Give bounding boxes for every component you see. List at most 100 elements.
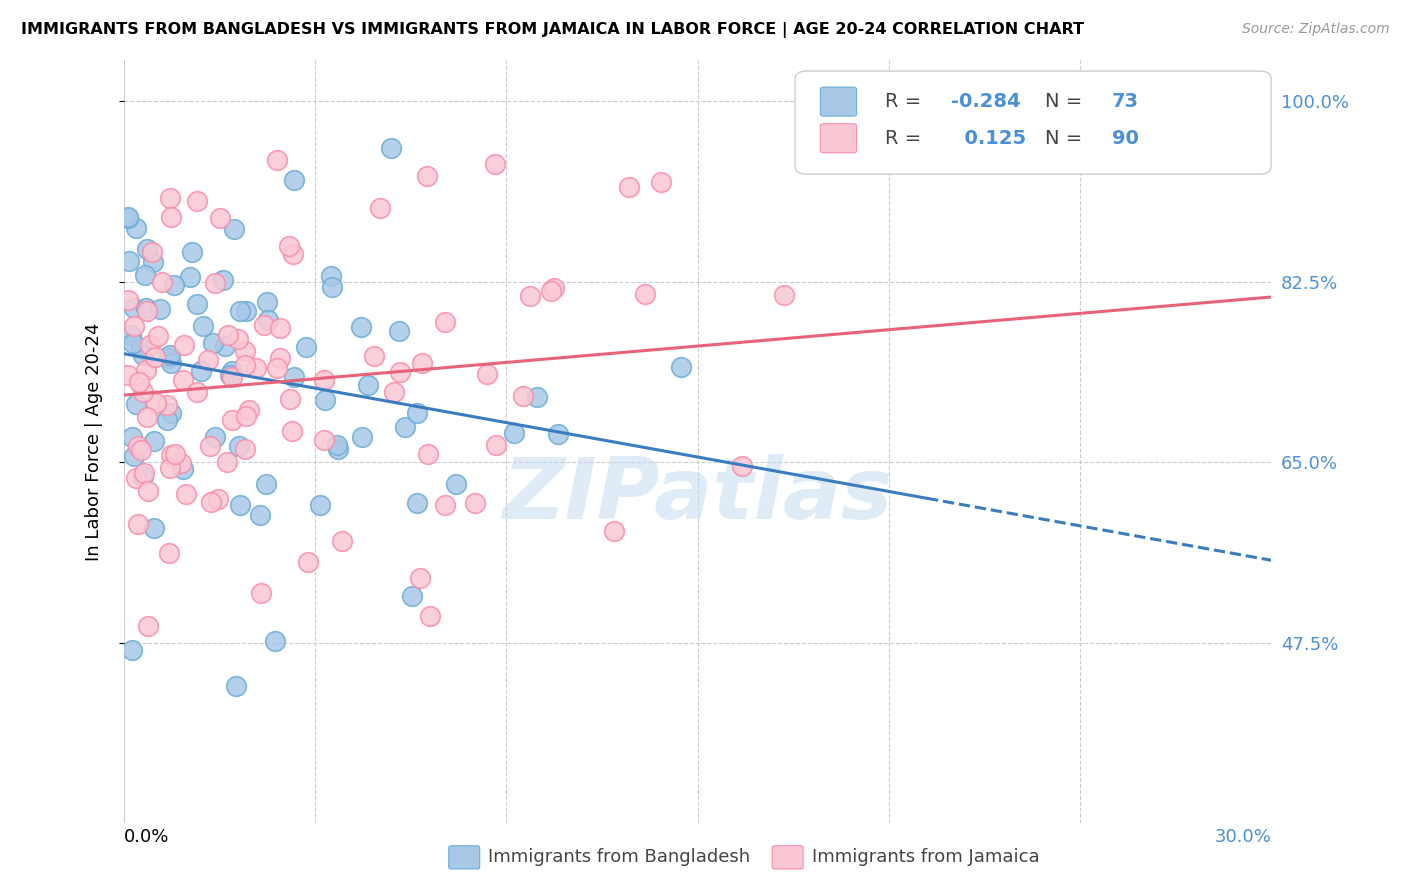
Point bbox=[211, 273, 233, 287]
Point bbox=[146, 328, 169, 343]
Point bbox=[226, 332, 249, 346]
Point bbox=[149, 302, 172, 317]
Point bbox=[283, 369, 305, 384]
Point bbox=[159, 348, 181, 362]
Point bbox=[225, 679, 247, 693]
Point bbox=[603, 524, 626, 538]
Point bbox=[190, 364, 212, 378]
Point bbox=[160, 448, 183, 462]
Point bbox=[129, 442, 152, 457]
Point bbox=[122, 318, 145, 333]
Point bbox=[433, 315, 456, 329]
Point bbox=[132, 348, 155, 362]
Point bbox=[186, 384, 208, 399]
Point bbox=[352, 430, 374, 444]
Text: 0.125: 0.125 bbox=[950, 128, 1026, 148]
Point bbox=[249, 586, 271, 600]
FancyBboxPatch shape bbox=[796, 71, 1271, 174]
Point bbox=[173, 337, 195, 351]
Point bbox=[224, 222, 246, 236]
Point bbox=[416, 447, 439, 461]
Point bbox=[405, 406, 427, 420]
Point bbox=[297, 555, 319, 569]
Point bbox=[172, 462, 194, 476]
Point bbox=[409, 571, 432, 585]
Point bbox=[669, 359, 692, 374]
Point bbox=[512, 389, 534, 403]
Point bbox=[269, 320, 291, 334]
Point bbox=[125, 471, 148, 485]
Text: ZIPatlas: ZIPatlas bbox=[502, 453, 893, 536]
Point bbox=[160, 356, 183, 370]
Point bbox=[264, 633, 287, 648]
Point bbox=[135, 363, 157, 377]
Point bbox=[136, 304, 159, 318]
Point bbox=[228, 439, 250, 453]
Point bbox=[357, 378, 380, 392]
Point bbox=[221, 369, 243, 384]
Text: N =: N = bbox=[1045, 92, 1088, 112]
Point bbox=[163, 447, 186, 461]
Point bbox=[136, 242, 159, 256]
Point bbox=[253, 318, 276, 332]
Text: IMMIGRANTS FROM BANGLADESH VS IMMIGRANTS FROM JAMAICA IN LABOR FORCE | AGE 20-24: IMMIGRANTS FROM BANGLADESH VS IMMIGRANTS… bbox=[21, 22, 1084, 38]
Point bbox=[180, 245, 202, 260]
Point bbox=[350, 319, 373, 334]
Point bbox=[283, 172, 305, 186]
Point bbox=[477, 367, 499, 381]
Point bbox=[214, 339, 236, 353]
Point bbox=[159, 461, 181, 475]
Point bbox=[121, 643, 143, 657]
Point bbox=[464, 496, 486, 510]
Point bbox=[485, 438, 508, 452]
Point bbox=[142, 434, 165, 448]
Point bbox=[160, 406, 183, 420]
Point bbox=[319, 269, 342, 284]
Point bbox=[257, 313, 280, 327]
Text: R =: R = bbox=[884, 92, 927, 112]
Point bbox=[207, 491, 229, 506]
Point bbox=[266, 361, 288, 376]
Point bbox=[415, 169, 437, 183]
Point bbox=[209, 211, 232, 225]
Point bbox=[143, 350, 166, 364]
Point bbox=[117, 368, 139, 382]
Point bbox=[411, 356, 433, 370]
Point bbox=[191, 318, 214, 333]
Point bbox=[363, 349, 385, 363]
Point bbox=[650, 175, 672, 189]
Point bbox=[519, 289, 541, 303]
Point bbox=[179, 270, 201, 285]
Point bbox=[215, 455, 238, 469]
Point bbox=[233, 358, 256, 372]
Point bbox=[380, 140, 402, 154]
Point bbox=[419, 608, 441, 623]
Point bbox=[266, 153, 288, 167]
Point bbox=[145, 396, 167, 410]
Point bbox=[540, 284, 562, 298]
Point bbox=[249, 508, 271, 522]
Point bbox=[118, 254, 141, 268]
Point bbox=[221, 413, 243, 427]
Point bbox=[229, 498, 252, 512]
Point bbox=[433, 499, 456, 513]
Point bbox=[142, 255, 165, 269]
Point bbox=[139, 338, 162, 352]
Point bbox=[136, 619, 159, 633]
Point bbox=[444, 476, 467, 491]
Point bbox=[129, 341, 152, 355]
Point bbox=[308, 498, 330, 512]
Point bbox=[314, 392, 336, 407]
Point bbox=[314, 434, 336, 448]
Point bbox=[121, 430, 143, 444]
Point bbox=[277, 239, 299, 253]
Point bbox=[283, 247, 305, 261]
Point bbox=[731, 458, 754, 473]
Point bbox=[172, 373, 194, 387]
Point bbox=[235, 344, 257, 359]
Point bbox=[125, 396, 148, 410]
Point bbox=[235, 303, 257, 318]
Point bbox=[245, 360, 267, 375]
Point bbox=[406, 496, 429, 510]
Text: 73: 73 bbox=[1112, 92, 1139, 112]
